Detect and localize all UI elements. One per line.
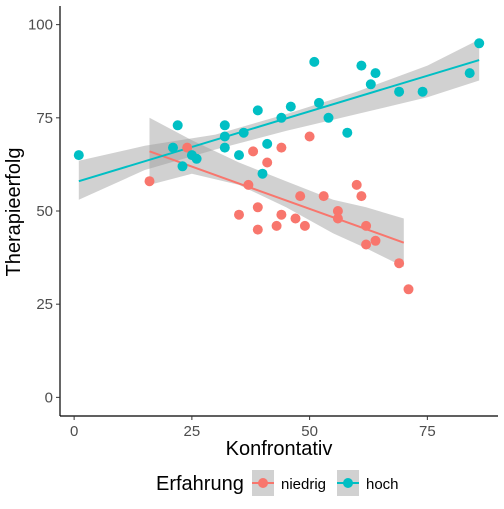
data-points <box>73 38 485 295</box>
data-point-niedrig <box>276 142 287 153</box>
y-tick-label: 0 <box>45 389 53 406</box>
legend-title: Erfahrung <box>156 473 244 495</box>
data-point-niedrig <box>403 284 414 295</box>
data-point-hoch <box>219 120 230 131</box>
data-point-niedrig <box>361 239 372 250</box>
data-point-hoch <box>219 131 230 142</box>
data-point-hoch <box>394 86 405 97</box>
data-point-niedrig <box>252 202 263 213</box>
data-point-niedrig <box>262 157 273 168</box>
data-point-hoch <box>234 150 244 161</box>
data-point-hoch <box>285 101 296 112</box>
data-point-niedrig <box>361 220 372 231</box>
legend: Erfahrung niedrig hoch <box>156 470 399 496</box>
data-point-hoch <box>252 105 263 116</box>
data-point-niedrig <box>248 146 259 157</box>
data-point-hoch <box>464 68 475 79</box>
x-tick-label: 25 <box>184 423 201 440</box>
data-point-niedrig <box>271 220 282 231</box>
data-point-hoch <box>262 138 273 149</box>
y-axis-title: Therapieerfolg <box>3 148 25 277</box>
data-point-niedrig <box>234 209 244 220</box>
data-point-niedrig <box>295 191 306 202</box>
data-point-niedrig <box>332 213 343 224</box>
data-point-niedrig <box>276 209 287 220</box>
data-point-hoch <box>191 153 202 164</box>
data-point-hoch <box>474 38 485 49</box>
data-point-hoch <box>365 79 376 90</box>
data-point-niedrig <box>299 220 310 231</box>
data-point-hoch <box>238 127 249 138</box>
data-point-hoch <box>73 150 84 161</box>
x-tick-label: 75 <box>419 423 436 440</box>
data-point-niedrig <box>243 179 254 190</box>
y-tick-label: 100 <box>28 17 53 34</box>
x-axis-title: Konfrontativ <box>226 438 333 460</box>
data-point-niedrig <box>356 191 367 202</box>
data-point-hoch <box>257 168 268 179</box>
data-point-niedrig <box>290 213 301 224</box>
data-point-hoch <box>417 86 428 97</box>
data-point-niedrig <box>318 191 329 202</box>
data-point-niedrig <box>394 258 405 269</box>
legend-label-niedrig: niedrig <box>281 476 326 493</box>
data-point-hoch <box>177 161 188 172</box>
y-tick-label: 25 <box>36 296 53 313</box>
legend-key-point-niedrig <box>258 478 268 488</box>
data-point-niedrig <box>144 176 155 187</box>
x-tick-label: 0 <box>70 423 78 440</box>
y-tick-label: 50 <box>36 203 53 220</box>
data-point-hoch <box>356 60 367 71</box>
x-tick-label: 50 <box>301 423 318 440</box>
data-point-hoch <box>276 112 287 123</box>
tick-labels: 0 25 50 75 0 25 50 75 100 <box>28 17 436 440</box>
data-point-niedrig <box>182 142 193 153</box>
y-tick-label: 75 <box>36 110 53 127</box>
data-point-niedrig <box>332 206 343 216</box>
confidence-band-niedrig <box>149 117 404 267</box>
data-point-hoch <box>219 142 230 153</box>
data-point-hoch <box>172 120 183 131</box>
legend-label-hoch: hoch <box>366 476 399 493</box>
data-point-hoch <box>342 127 353 138</box>
axes <box>56 6 498 420</box>
data-point-hoch <box>309 56 320 67</box>
data-point-hoch <box>168 142 178 153</box>
data-point-niedrig <box>370 235 381 246</box>
legend-keys <box>252 470 359 496</box>
data-point-niedrig <box>252 224 263 235</box>
legend-key-point-hoch <box>343 478 353 488</box>
data-point-hoch <box>370 68 381 79</box>
data-point-hoch <box>314 97 324 108</box>
data-point-niedrig <box>304 131 315 142</box>
data-point-niedrig <box>351 179 362 190</box>
data-point-hoch <box>323 112 334 123</box>
confidence-bands <box>78 39 480 267</box>
